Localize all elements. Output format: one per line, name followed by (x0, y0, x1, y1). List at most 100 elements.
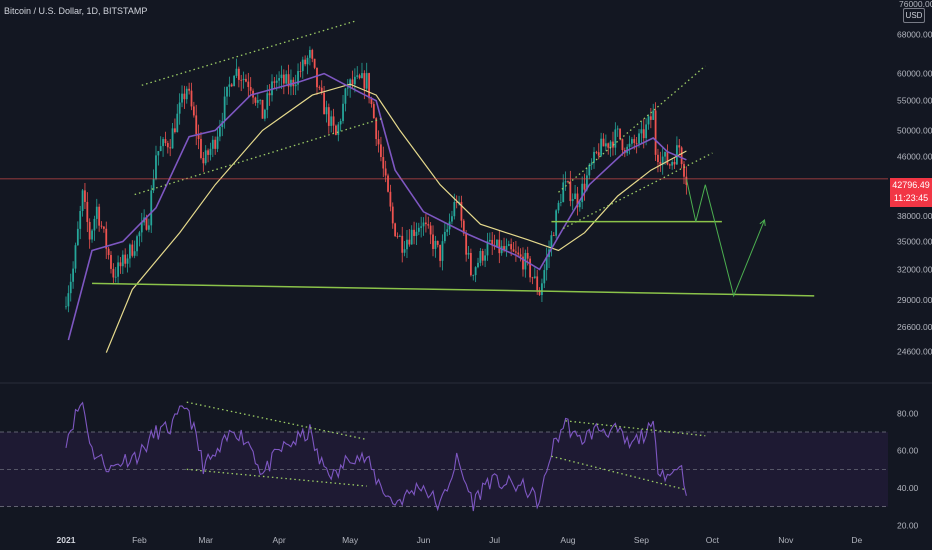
candle-body (659, 162, 662, 165)
candle-body (467, 252, 470, 255)
rsi-tick-label: 20.00 (897, 520, 919, 530)
candle-body (164, 139, 167, 144)
candle-body (664, 151, 666, 157)
candle-body (235, 68, 238, 76)
candle-body (304, 59, 307, 65)
rsi-tick-label: 80.00 (897, 408, 919, 418)
candle-body (562, 182, 565, 203)
candle-body (642, 129, 645, 139)
candle-body (410, 229, 413, 245)
candle-body (517, 252, 520, 255)
candle-body (166, 143, 169, 148)
candle-body (197, 134, 200, 139)
candle-body (368, 73, 370, 99)
candle-body (249, 87, 252, 91)
candle-body (138, 232, 141, 237)
candle-body (439, 244, 442, 261)
price-tick-label: 60000.00 (897, 69, 932, 79)
candle-body (263, 109, 266, 119)
candle-body (441, 241, 444, 261)
candle-body (117, 262, 119, 277)
candle-body (602, 138, 605, 147)
candle-body (507, 244, 510, 246)
bar-countdown: 11:23:45 (893, 193, 929, 203)
price-tick-label: 68000.00 (897, 30, 932, 40)
candle-body (408, 239, 411, 245)
time-tick-label: Apr (272, 535, 285, 545)
rsi-tick-label: 40.00 (897, 483, 919, 493)
candle-body (638, 133, 640, 144)
candle-body (275, 80, 278, 83)
channel-trendline (141, 20, 356, 86)
candle-body (680, 147, 683, 165)
candle-body (552, 235, 555, 237)
candle-body (192, 106, 195, 116)
candle-body (216, 136, 219, 149)
candle-body (567, 181, 569, 183)
candle-body (455, 202, 458, 203)
candle-body (242, 78, 245, 81)
time-tick-label: Oct (706, 535, 720, 545)
price-pane (0, 20, 888, 353)
symbol-title[interactable]: Bitcoin / U.S. Dollar, 1D, BITSTAMP (4, 6, 148, 16)
candle-body (228, 84, 231, 87)
candle-body (365, 73, 368, 89)
candle-body (171, 128, 174, 149)
candle-body (145, 217, 148, 230)
candle-body (155, 155, 157, 179)
candle-body (391, 206, 394, 224)
candle-body (297, 71, 299, 85)
candle-body (484, 255, 487, 261)
candle-body (394, 223, 397, 237)
candle-body (631, 139, 633, 144)
candle-body (543, 270, 546, 284)
candle-body (586, 175, 588, 190)
candle-body (282, 74, 285, 84)
sma-slow-line (105, 83, 687, 353)
candle-body (335, 125, 337, 135)
time-tick-label: Feb (132, 535, 147, 545)
candle-body (597, 152, 600, 156)
candle-body (344, 88, 347, 104)
candle-body (301, 59, 304, 72)
candle-body (588, 164, 591, 176)
candle-body (604, 143, 607, 147)
candle-body (91, 230, 93, 240)
candle-body (531, 277, 534, 279)
candle-body (79, 210, 82, 229)
candle-body (259, 99, 262, 101)
candle-body (105, 228, 108, 249)
candle-body (237, 68, 240, 80)
candle-body (195, 115, 198, 135)
candle-body (183, 93, 186, 100)
candle-body (308, 50, 311, 58)
candle-body (95, 206, 98, 219)
candle-body (280, 74, 283, 79)
candle-body (536, 276, 539, 291)
candle-body (398, 235, 401, 237)
candle-body (121, 254, 124, 267)
candle-body (496, 239, 498, 247)
time-tick-label: Sep (634, 535, 649, 545)
currency-badge[interactable]: USD (903, 8, 925, 23)
price-tick-label: 50000.00 (897, 125, 932, 135)
candle-body (486, 241, 489, 256)
candle-body (311, 50, 314, 59)
candle-body (555, 210, 558, 236)
candle-body (491, 239, 494, 246)
candle-body (571, 199, 574, 202)
candle-body (469, 252, 472, 276)
candle-body (389, 191, 392, 207)
last-price-tag: 42796.49 11:23:45 (890, 178, 932, 207)
candle-body (465, 233, 468, 255)
candle-body (462, 220, 465, 234)
candle-body (529, 258, 531, 278)
price-tick-label: 38000.00 (897, 211, 932, 221)
candle-body (74, 245, 77, 269)
candle-body (207, 150, 209, 155)
rsi-trendline (186, 468, 367, 487)
candle-body (578, 202, 581, 208)
projection-path (685, 178, 765, 298)
price-tick-label: 76000.00 (899, 0, 932, 9)
